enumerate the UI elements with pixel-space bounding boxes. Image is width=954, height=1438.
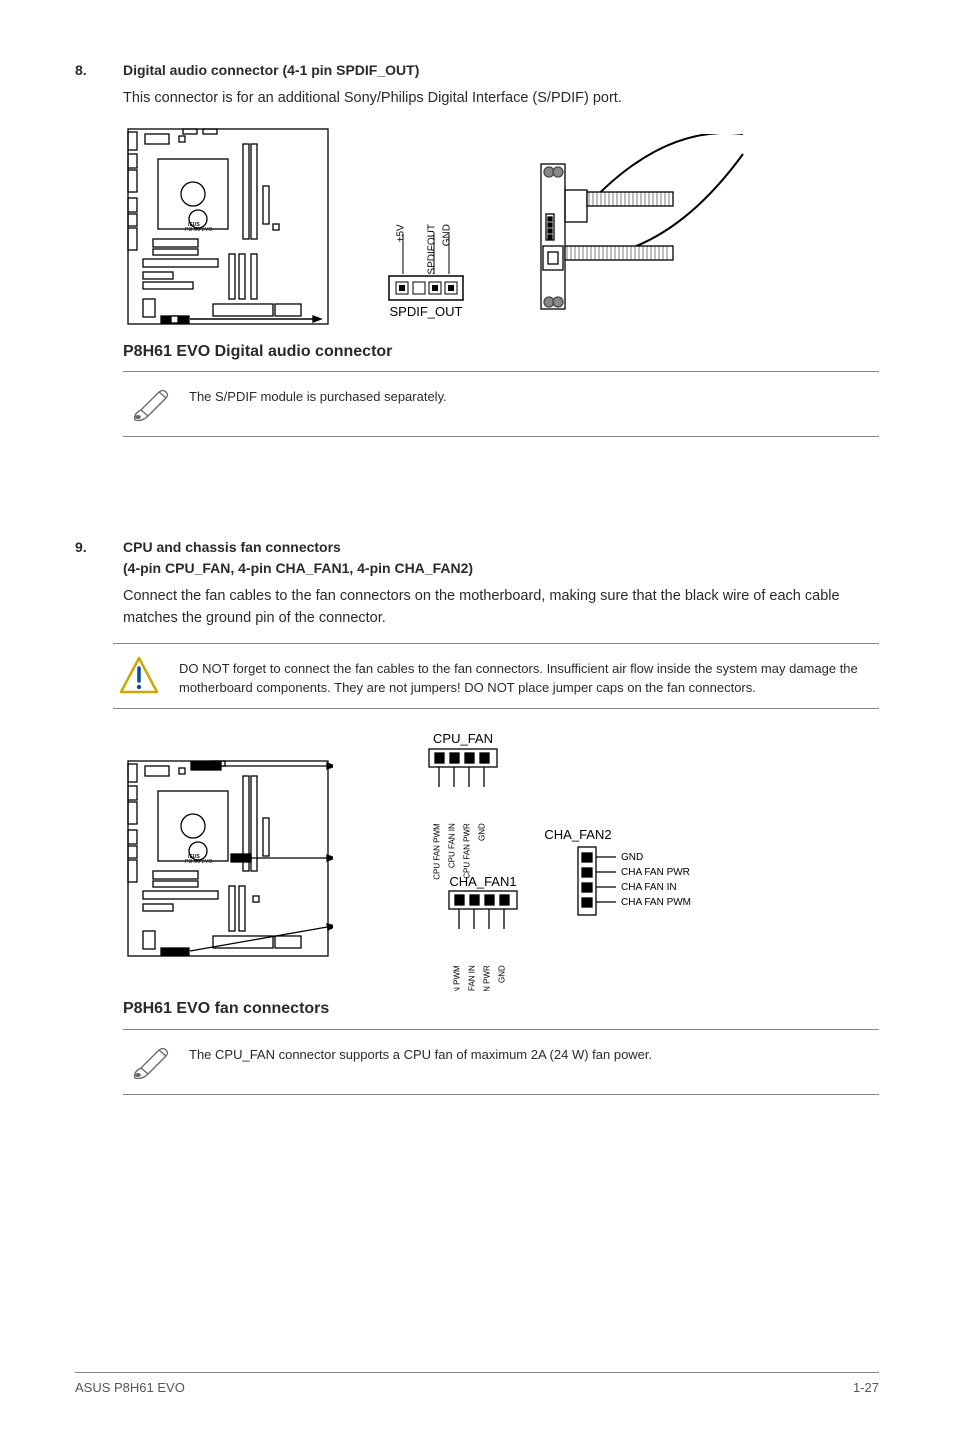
pin-5v-label: +5V [396,224,407,242]
note-text-9: The CPU_FAN connector supports a CPU fan… [189,1040,652,1065]
spdif-bracket-icon [533,134,753,324]
cpu-pin-gnd: GND [478,823,487,841]
pin-spdifout-label: SPDIFOUT [427,224,438,275]
warning-text-9: DO NOT forget to connect the fan cables … [179,654,875,698]
figure-caption-9: P8H61 EVO fan connectors [123,997,879,1020]
heading-8: 8. Digital audio connector (4-1 pin SPDI… [75,60,879,80]
cha2-pin-gnd: GND [621,852,643,863]
motherboard-outline-icon: /SUS P8H61 EVO [123,756,333,966]
warning-icon [117,654,161,698]
section-title-line2: (4-pin CPU_FAN, 4-pin CHA_FAN1, 4-pin CH… [123,558,473,578]
section-body: This connector is for an additional Sony… [123,88,879,110]
section-number: 8. [75,60,95,80]
spdif-figure: /SUS P8H61 EVO +5V SPDIFOUT GND [123,124,879,334]
cha-fan1-label: CHA_FAN1 [449,874,516,889]
pencil-icon [127,382,171,426]
cha2-pin-in: CHA FAN IN [621,882,677,893]
section-title-line1: CPU and chassis fan connectors [123,537,473,557]
cha2-pin-pwm: CHA FAN PWM [621,897,691,908]
motherboard-outline-icon: /SUS P8H61 EVO [123,124,333,334]
spdif-pinout-icon: +5V SPDIFOUT GND SPDIF_OUT [363,134,503,324]
cpu-pin-in: CPU FAN IN [448,823,457,868]
section-8: 8. Digital audio connector (4-1 pin SPDI… [75,60,879,437]
cha1-pin-in: CHA FAN IN [468,965,477,991]
cha1-pin-pwr: CHA FAN PWR [483,965,492,991]
pin-gnd-label: GND [442,224,453,246]
cha2-pin-pwr: CHA FAN PWR [621,867,690,878]
cha1-pin-gnd: GND [498,965,507,983]
fan-connectors-icon: CPU_FAN CPU FAN PWM CPU FAN IN CPU FAN P… [363,731,733,991]
page-footer: ASUS P8H61 EVO 1-27 [75,1372,879,1398]
section-body-9: Connect the fan cables to the fan connec… [123,586,879,630]
pencil-icon [127,1040,171,1084]
spdif-connector-label: SPDIF_OUT [390,304,463,319]
note-text-8: The S/PDIF module is purchased separatel… [189,382,447,407]
note-box-8: The S/PDIF module is purchased separatel… [123,371,879,437]
cha1-pin-pwm: CHA FAN PWM [453,965,462,991]
cpu-pin-pwr: CPU FAN PWR [463,823,472,879]
cha-fan2-label: CHA_FAN2 [544,827,611,842]
board-model-label: P8H61 EVO [185,859,212,865]
board-model-label: P8H61 EVO [185,227,212,233]
cpu-fan-label: CPU_FAN [433,731,493,746]
warning-box-9: DO NOT forget to connect the fan cables … [113,643,879,709]
section-number: 9. [75,537,95,578]
note-box-9: The CPU_FAN connector supports a CPU fan… [123,1029,879,1095]
fan-figure: /SUS P8H61 EVO CPU_FAN CPU FAN PWM CPU F… [123,731,879,991]
footer-right: 1-27 [853,1379,879,1398]
footer-left: ASUS P8H61 EVO [75,1379,185,1398]
heading-9: 9. CPU and chassis fan connectors (4-pin… [75,537,879,578]
section-9: 9. CPU and chassis fan connectors (4-pin… [75,537,879,1094]
figure-caption-8: P8H61 EVO Digital audio connector [123,340,879,363]
cpu-pin-pwm: CPU FAN PWM [433,823,442,880]
section-title: Digital audio connector (4-1 pin SPDIF_O… [123,60,419,80]
